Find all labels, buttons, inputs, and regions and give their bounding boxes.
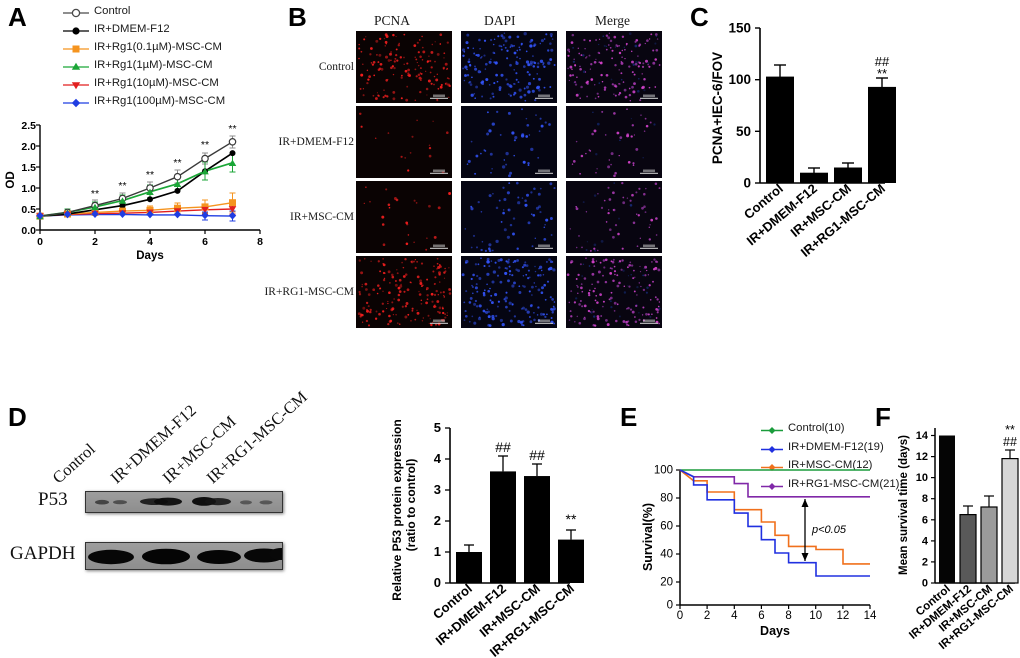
svg-text:12: 12 xyxy=(837,610,850,622)
svg-text:1.5: 1.5 xyxy=(21,162,36,174)
svg-text:0: 0 xyxy=(922,578,928,590)
svg-text:6: 6 xyxy=(202,236,208,248)
svg-text:0: 0 xyxy=(434,575,441,590)
svg-text:5: 5 xyxy=(434,420,441,435)
svg-text:##: ## xyxy=(1003,435,1017,449)
svg-text:2: 2 xyxy=(92,236,98,248)
svg-text:0.0: 0.0 xyxy=(21,225,36,237)
svg-text:8: 8 xyxy=(785,610,791,622)
svg-text:Survival(%): Survival(%) xyxy=(641,503,655,571)
svg-text:0: 0 xyxy=(743,176,751,191)
svg-text:**: ** xyxy=(228,123,236,135)
svg-text:3: 3 xyxy=(434,482,441,497)
svg-text:6: 6 xyxy=(758,610,764,622)
svg-text:14: 14 xyxy=(864,610,877,622)
svg-text:Days: Days xyxy=(136,250,164,262)
svg-text:##: ## xyxy=(529,447,545,463)
svg-text:**: ** xyxy=(91,188,99,200)
svg-text:0.5: 0.5 xyxy=(21,204,36,216)
svg-text:4: 4 xyxy=(434,451,442,466)
svg-text:4: 4 xyxy=(922,535,929,547)
svg-text:80: 80 xyxy=(660,493,673,505)
svg-text:100: 100 xyxy=(728,72,751,87)
svg-text:1: 1 xyxy=(434,544,441,559)
svg-text:**: ** xyxy=(877,66,887,81)
svg-text:2.0: 2.0 xyxy=(21,141,36,153)
svg-text:8: 8 xyxy=(257,236,263,248)
svg-text:2.5: 2.5 xyxy=(21,120,36,132)
svg-text:0: 0 xyxy=(677,610,683,622)
svg-text:4: 4 xyxy=(147,236,153,248)
svg-text:Mean survival time (days): Mean survival time (days) xyxy=(898,435,910,575)
svg-text:2: 2 xyxy=(922,556,928,568)
svg-text:Relative P53 protein expressio: Relative P53 protein expression xyxy=(390,419,404,600)
svg-text:100: 100 xyxy=(654,465,673,477)
svg-text:2: 2 xyxy=(704,610,710,622)
svg-text:**: ** xyxy=(146,169,154,181)
svg-text:**: ** xyxy=(566,511,577,527)
svg-text:20: 20 xyxy=(660,577,673,589)
svg-text:2: 2 xyxy=(434,513,441,528)
svg-text:50: 50 xyxy=(736,124,751,139)
svg-text:40: 40 xyxy=(660,549,673,561)
svg-text:##: ## xyxy=(495,439,511,455)
svg-text:6: 6 xyxy=(922,514,928,526)
svg-text:0: 0 xyxy=(37,236,43,248)
svg-text:(ratio to control): (ratio to control) xyxy=(404,459,418,552)
svg-text:PCNA+IEC-6/FOV: PCNA+IEC-6/FOV xyxy=(710,52,725,164)
svg-text:**: ** xyxy=(118,180,126,192)
svg-text:150: 150 xyxy=(728,21,751,36)
svg-text:**: ** xyxy=(173,157,181,169)
svg-text:10: 10 xyxy=(809,610,822,622)
svg-text:14: 14 xyxy=(916,430,929,442)
svg-text:**: ** xyxy=(201,139,209,151)
svg-text:12: 12 xyxy=(916,451,928,463)
svg-text:1.0: 1.0 xyxy=(21,183,36,195)
svg-text:60: 60 xyxy=(660,521,673,533)
svg-text:10: 10 xyxy=(916,472,928,484)
svg-text:Days: Days xyxy=(760,624,790,638)
svg-text:OD: OD xyxy=(5,171,17,188)
svg-text:8: 8 xyxy=(922,493,928,505)
svg-text:4: 4 xyxy=(731,610,738,622)
svg-text:0: 0 xyxy=(667,600,673,612)
svg-text:p<0.05: p<0.05 xyxy=(811,524,847,536)
